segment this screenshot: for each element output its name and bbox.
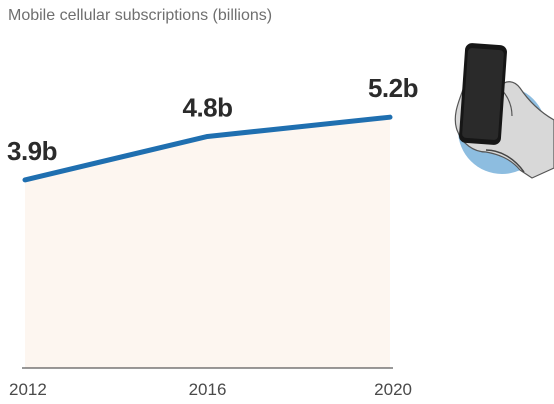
chart-title: Mobile cellular subscriptions (billions) xyxy=(8,7,273,24)
data-label: 4.8b xyxy=(182,92,232,122)
x-tick-label: 2020 xyxy=(374,380,412,399)
data-label: 3.9b xyxy=(7,136,57,166)
hand-holding-smartphone-icon xyxy=(454,43,554,179)
series-line xyxy=(22,114,393,183)
data-label: 5.2b xyxy=(368,73,418,103)
x-tick-label: 2016 xyxy=(189,380,227,399)
x-tick-label: 2012 xyxy=(9,380,47,399)
chart-area-fill xyxy=(25,117,390,368)
